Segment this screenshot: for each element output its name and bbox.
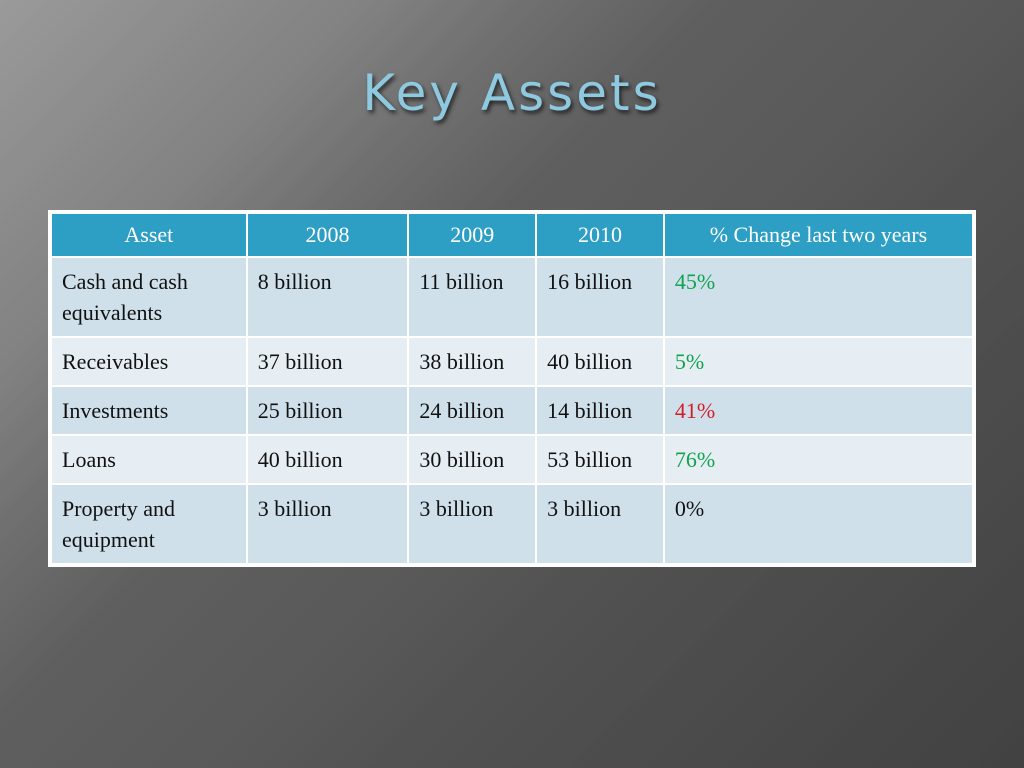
header-2010: 2010 — [535, 212, 665, 258]
cell-2009: 11 billion — [407, 256, 538, 338]
asset-name: Cash and cash equivalents — [62, 269, 188, 325]
cell-asset: Cash and cash equivalents — [50, 256, 248, 338]
value-2008: 3 billion — [257, 496, 332, 521]
value-2010: 14 billion — [547, 398, 633, 423]
value-2008: 37 billion — [257, 349, 343, 374]
change-value: 0% — [674, 496, 705, 521]
slide-title: Key Assets — [362, 64, 662, 122]
asset-name: Receivables — [62, 349, 169, 374]
cell-change: 76% — [662, 434, 975, 485]
cell-2009: 24 billion — [407, 385, 538, 436]
header-2008: 2008 — [245, 212, 410, 258]
cell-2008: 40 billion — [245, 434, 410, 485]
value-2010: 3 billion — [547, 496, 622, 521]
value-2010: 16 billion — [547, 269, 633, 294]
cell-2010: 40 billion — [535, 336, 665, 387]
change-value: 45% — [674, 269, 716, 294]
value-2009: 30 billion — [419, 447, 505, 472]
cell-change: 41% — [662, 385, 975, 436]
value-2008: 40 billion — [257, 447, 343, 472]
change-value: 76% — [674, 447, 716, 472]
cell-2008: 8 billion — [245, 256, 410, 338]
cell-asset: Property and equipment — [50, 483, 248, 565]
cell-asset: Receivables — [50, 336, 248, 387]
table-row: Receivables 37 billion 38 billion 40 bil… — [50, 336, 975, 387]
cell-2010: 14 billion — [535, 385, 665, 436]
change-value: 41% — [674, 398, 716, 423]
table-header: Asset 2008 2009 2010 % Change last two y… — [50, 212, 975, 258]
table-row: Loans 40 billion 30 billion 53 billion 7… — [50, 434, 975, 485]
change-value: 5% — [674, 349, 705, 374]
cell-2009: 38 billion — [407, 336, 538, 387]
cell-change: 45% — [662, 256, 975, 338]
asset-name: Property and equipment — [62, 496, 176, 552]
header-change: % Change last two years — [662, 212, 975, 258]
table-body: Cash and cash equivalents 8 billion 11 b… — [50, 256, 975, 565]
header-asset: Asset — [50, 212, 248, 258]
table-row: Property and equipment 3 billion 3 billi… — [50, 483, 975, 565]
cell-2009: 30 billion — [407, 434, 538, 485]
cell-2010: 53 billion — [535, 434, 665, 485]
value-2008: 25 billion — [257, 398, 343, 423]
cell-2008: 25 billion — [245, 385, 410, 436]
asset-name: Loans — [62, 447, 116, 472]
assets-table: Asset 2008 2009 2010 % Change last two y… — [50, 212, 975, 565]
value-2009: 24 billion — [419, 398, 505, 423]
header-row: Asset 2008 2009 2010 % Change last two y… — [50, 212, 975, 258]
cell-2008: 3 billion — [245, 483, 410, 565]
cell-change: 5% — [662, 336, 975, 387]
value-2009: 11 billion — [419, 269, 504, 294]
cell-change: 0% — [662, 483, 975, 565]
value-2010: 53 billion — [547, 447, 633, 472]
cell-2010: 3 billion — [535, 483, 665, 565]
cell-2008: 37 billion — [245, 336, 410, 387]
table-row: Investments 25 billion 24 billion 14 bil… — [50, 385, 975, 436]
table-row: Cash and cash equivalents 8 billion 11 b… — [50, 256, 975, 338]
value-2008: 8 billion — [257, 269, 332, 294]
cell-asset: Loans — [50, 434, 248, 485]
cell-asset: Investments — [50, 385, 248, 436]
header-2009: 2009 — [407, 212, 538, 258]
cell-2009: 3 billion — [407, 483, 538, 565]
value-2010: 40 billion — [547, 349, 633, 374]
value-2009: 38 billion — [419, 349, 505, 374]
value-2009: 3 billion — [419, 496, 494, 521]
asset-name: Investments — [62, 398, 169, 423]
cell-2010: 16 billion — [535, 256, 665, 338]
